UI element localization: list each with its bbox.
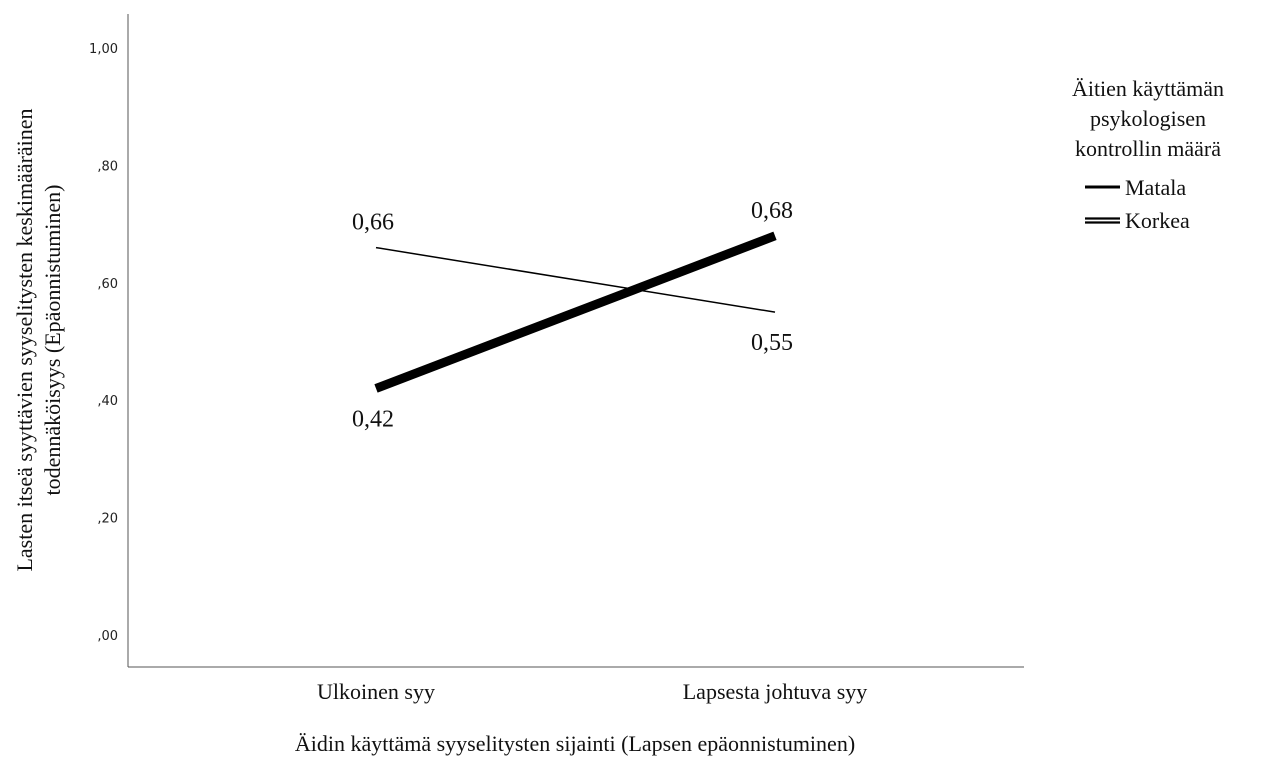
series-lines xyxy=(374,231,777,393)
y-axis-title-line-1: Lasten itseä syyttävien syyselitysten ke… xyxy=(12,108,37,571)
legend-items: Matala Korkea xyxy=(1085,175,1190,233)
series-line-matala xyxy=(375,246,776,313)
data-label: 0,66 xyxy=(352,210,394,236)
legend: Äitien käyttämän psykologisen kontrollin… xyxy=(1072,76,1224,233)
legend-label-matala: Matala xyxy=(1125,175,1186,200)
y-tick-label: ,60 xyxy=(97,277,118,292)
legend-title-line-2: psykologisen xyxy=(1090,106,1206,131)
y-axis-title-line-2: todennäköisyys (Epäonnistuminen) xyxy=(40,184,65,495)
data-labels: 0,66 0,55 0,42 0,68 xyxy=(352,198,793,433)
x-category-labels: Ulkoinen syy Lapsesta johtuva syy xyxy=(317,679,867,704)
data-label: 0,55 xyxy=(751,330,793,356)
y-tick-label: ,40 xyxy=(97,394,118,409)
x-category-label: Lapsesta johtuva syy xyxy=(683,679,868,704)
x-category-label: Ulkoinen syy xyxy=(317,679,435,704)
series-line-korkea xyxy=(374,231,777,393)
data-label: 0,68 xyxy=(751,198,793,224)
data-label: 0,42 xyxy=(352,406,394,432)
y-tick-label: 1,00 xyxy=(89,42,118,57)
y-tick-label: ,00 xyxy=(97,629,118,644)
legend-title-line-1: Äitien käyttämän xyxy=(1072,76,1224,101)
y-tick-labels: ,00 ,20 ,40 ,60 ,80 1,00 xyxy=(89,42,118,644)
x-axis-title: Äidin käyttämä syyselitysten sijainti (L… xyxy=(295,731,855,756)
y-axis-title: Lasten itseä syyttävien syyselitysten ke… xyxy=(12,108,65,571)
y-tick-label: ,80 xyxy=(97,159,118,174)
legend-title-line-3: kontrollin määrä xyxy=(1075,136,1221,161)
legend-label-korkea: Korkea xyxy=(1125,208,1190,233)
y-tick-label: ,20 xyxy=(97,512,118,527)
